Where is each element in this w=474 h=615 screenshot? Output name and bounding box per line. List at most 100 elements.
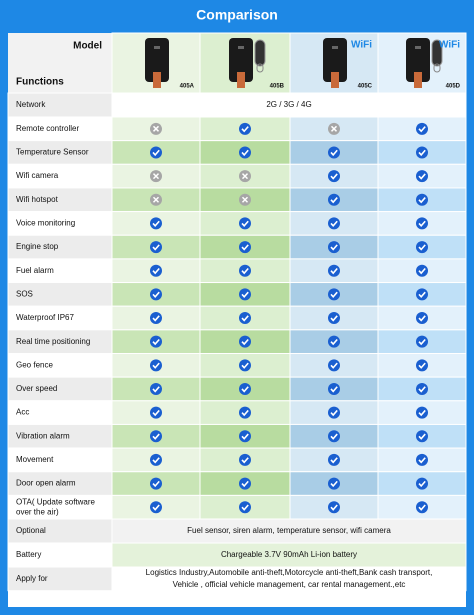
check-icon (416, 122, 428, 135)
functions-label: Functions (16, 77, 64, 88)
check-icon (239, 477, 251, 490)
check-mark (241, 338, 249, 346)
check-mark (418, 126, 426, 133)
check-mark (330, 149, 338, 157)
check-icon (239, 453, 251, 466)
check-mark (330, 315, 338, 322)
feature-cell (7, 92, 113, 118)
check-mark (330, 197, 338, 204)
cross-mark (152, 125, 160, 132)
check-icon (328, 359, 340, 372)
check-icon (328, 430, 340, 443)
key-fob (431, 39, 443, 67)
check-mark (330, 244, 338, 251)
check-mark (241, 315, 249, 322)
span-text: Logistics Industry,Automobile anti-theft… (146, 568, 433, 577)
span-text: Fuel sensor, siren alarm, temperature se… (187, 526, 391, 535)
check-icon (416, 241, 428, 254)
check-icon (416, 477, 428, 490)
check-icon (328, 264, 340, 277)
check-icon (239, 122, 251, 135)
check-mark (418, 504, 426, 511)
feature-label: Wifi camera (16, 171, 59, 180)
key-ring (433, 63, 441, 73)
check-icon (328, 406, 340, 419)
device-led (332, 46, 338, 49)
check-icon (416, 453, 428, 466)
check-icon (150, 501, 162, 514)
check-icon (150, 335, 162, 348)
feature-label: Real time positioning (16, 337, 90, 346)
check-mark (418, 173, 426, 180)
feature-label: Door open alarm (16, 479, 76, 488)
check-icon (239, 406, 251, 419)
check-icon (416, 359, 428, 372)
check-icon (328, 146, 340, 159)
check-mark (152, 149, 160, 157)
check-icon (416, 217, 428, 230)
check-icon (150, 453, 162, 466)
check-icon (328, 335, 340, 348)
span-text: Chargeable 3.7V 90mAh Li-ion battery (221, 550, 357, 559)
check-icon (416, 335, 428, 348)
device (406, 38, 430, 82)
check-mark (418, 409, 426, 417)
wifi-badge: WiFi (351, 40, 372, 51)
key-ring (256, 63, 264, 73)
span-cell (111, 518, 467, 544)
check-icon (416, 288, 428, 301)
check-icon (416, 193, 428, 206)
check-icon (150, 241, 162, 254)
feature-label: Apply for (16, 574, 48, 583)
model-label: Model (73, 41, 102, 52)
check-mark (418, 268, 426, 275)
feature-label: Waterproof IP67 (16, 313, 75, 322)
cross-mark (330, 125, 338, 132)
check-icon (150, 382, 162, 395)
device-led (238, 46, 244, 49)
check-icon (416, 382, 428, 395)
check-icon (239, 146, 251, 159)
cross-mark (152, 196, 160, 203)
span-cell (111, 92, 467, 118)
check-mark (418, 315, 426, 322)
check-mark (241, 457, 249, 464)
check-icon (328, 312, 340, 325)
check-mark (330, 386, 338, 393)
check-icon (328, 501, 340, 514)
feature-label: Movement (16, 455, 54, 464)
device-led (154, 46, 160, 49)
check-mark (330, 409, 338, 417)
check-mark (241, 362, 249, 369)
check-mark (152, 386, 160, 393)
check-mark (152, 362, 160, 369)
check-icon (416, 430, 428, 443)
check-mark (330, 504, 338, 511)
header-cell (8, 33, 112, 93)
check-icon (239, 335, 251, 348)
check-mark (330, 338, 338, 346)
check-icon (328, 477, 340, 490)
cross-mark (241, 173, 249, 180)
check-mark (152, 457, 160, 464)
feature-label: Network (16, 100, 46, 109)
model-name: 405A (180, 84, 195, 90)
span-text: Vehicle , official vehicle management, c… (173, 580, 406, 589)
check-mark (418, 433, 426, 440)
check-mark (241, 433, 249, 440)
check-icon (150, 430, 162, 443)
check-mark (418, 220, 426, 228)
check-mark (418, 480, 426, 488)
feature-label: over the air) (16, 507, 59, 516)
check-icon (239, 288, 251, 301)
span-text: 2G / 3G / 4G (266, 100, 311, 109)
check-icon (328, 193, 340, 206)
check-icon (328, 241, 340, 254)
span-cell (111, 542, 467, 568)
check-mark (418, 197, 426, 204)
device-wire (153, 72, 161, 88)
check-mark (241, 244, 249, 251)
check-mark (152, 291, 160, 298)
check-icon (239, 430, 251, 443)
feature-label: Optional (16, 526, 46, 535)
